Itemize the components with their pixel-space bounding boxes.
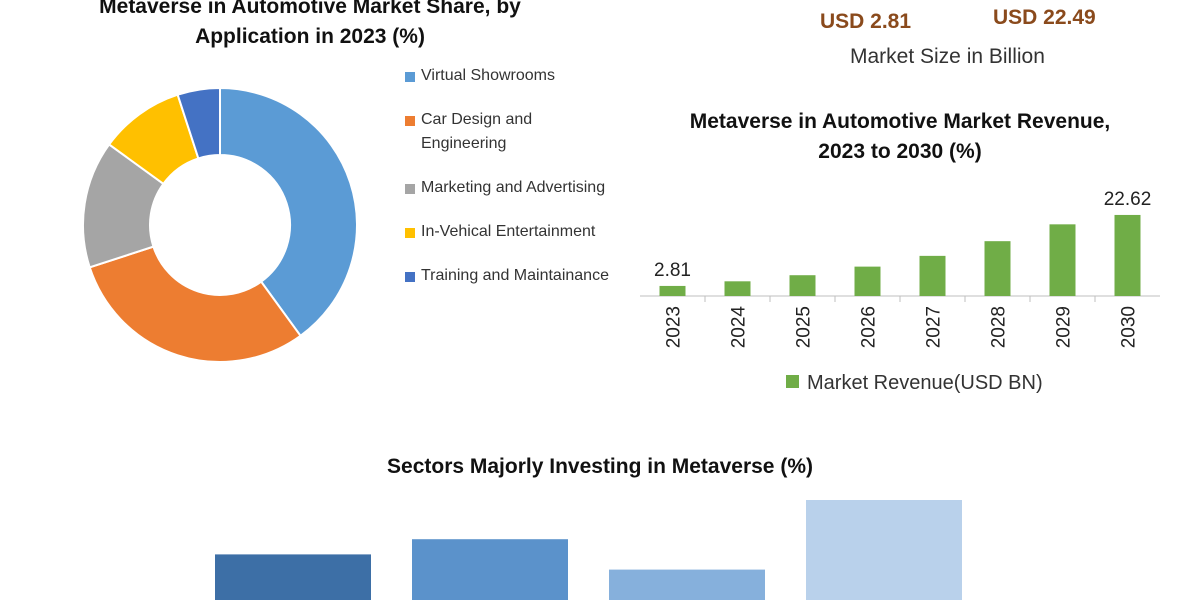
x-tick-label: 2026 bbox=[859, 306, 880, 348]
data-label: 2.81 bbox=[654, 260, 691, 281]
legend-label: Car Design and Engineering bbox=[421, 111, 533, 152]
x-tick-label: 2028 bbox=[989, 306, 1010, 348]
x-tick-label: 2029 bbox=[1054, 306, 1075, 348]
x-tick-label: 2023 bbox=[664, 306, 685, 348]
sector-bar-2 bbox=[412, 539, 568, 600]
x-tick-label: 2027 bbox=[924, 306, 945, 348]
legend-label: In-Vehical Entertainment bbox=[421, 223, 596, 240]
legend-swatch bbox=[405, 116, 415, 126]
legend-label: Training and Maintainance bbox=[421, 267, 609, 284]
kpi-2030-value: USD 22.49 bbox=[993, 6, 1096, 29]
revenue-bar-chart: 2023 2024 2025 2026 2027 2028 2029 2030 2.81 22.6… bbox=[640, 189, 1160, 349]
revenue-bar-2025 bbox=[789, 275, 816, 296]
legend-item-car-design: Car Design and Engineering bbox=[405, 108, 615, 156]
legend-swatch bbox=[405, 184, 415, 194]
revenue-bar-2023 bbox=[659, 285, 686, 296]
revenue-legend: Market Revenue(USD BN) bbox=[786, 372, 1043, 395]
donut-slice-2 bbox=[88, 245, 302, 363]
donut-slice-5 bbox=[176, 86, 221, 160]
legend-item-training: Training and Maintainance bbox=[405, 264, 615, 288]
legend-label: Market Revenue(USD BN) bbox=[807, 372, 1043, 394]
legend-item-marketing: Marketing and Advertising bbox=[405, 176, 615, 200]
revenue-bar-2026 bbox=[854, 266, 881, 296]
x-tick-label: 2025 bbox=[794, 306, 815, 348]
legend-swatch bbox=[405, 72, 415, 82]
legend-item-virtual-showrooms: Virtual Showrooms bbox=[405, 64, 615, 88]
sector-bar-1 bbox=[215, 554, 371, 600]
sector-chart-title: Sectors Majorly Investing in Metaverse (… bbox=[387, 455, 813, 478]
donut-legend: Virtual Showrooms Car Design and Enginee… bbox=[405, 64, 615, 308]
revenue-chart-title: Metaverse in Automotive Market Revenue, … bbox=[689, 110, 1111, 163]
legend-label: Marketing and Advertising bbox=[421, 179, 606, 196]
kpi-2023-value: USD 2.81 bbox=[820, 10, 912, 33]
donut-slice-1 bbox=[219, 86, 358, 338]
x-tick-label: 2030 bbox=[1119, 306, 1140, 348]
revenue-bar-2028 bbox=[984, 241, 1011, 296]
sector-bar-4 bbox=[806, 500, 962, 600]
legend-swatch bbox=[405, 272, 415, 282]
legend-label: Virtual Showrooms bbox=[421, 67, 555, 84]
x-tick-label: 2024 bbox=[729, 306, 750, 349]
revenue-bar-2030 bbox=[1114, 214, 1141, 296]
sector-bar-3 bbox=[609, 569, 765, 600]
revenue-bar-2027 bbox=[919, 255, 946, 296]
revenue-bar-2029 bbox=[1049, 224, 1076, 296]
donut-chart-title: Metaverse in Automotive Market Share, by… bbox=[99, 0, 521, 48]
kpi-label: Market Size in Billion bbox=[850, 45, 1045, 68]
legend-item-in-vehicle: In-Vehical Entertainment bbox=[405, 220, 615, 244]
revenue-bar-2024 bbox=[724, 281, 751, 296]
data-label: 22.62 bbox=[1104, 189, 1152, 210]
legend-swatch bbox=[405, 228, 415, 238]
sector-bar-chart bbox=[215, 500, 962, 600]
legend-swatch bbox=[786, 375, 799, 388]
donut-chart bbox=[82, 86, 358, 363]
